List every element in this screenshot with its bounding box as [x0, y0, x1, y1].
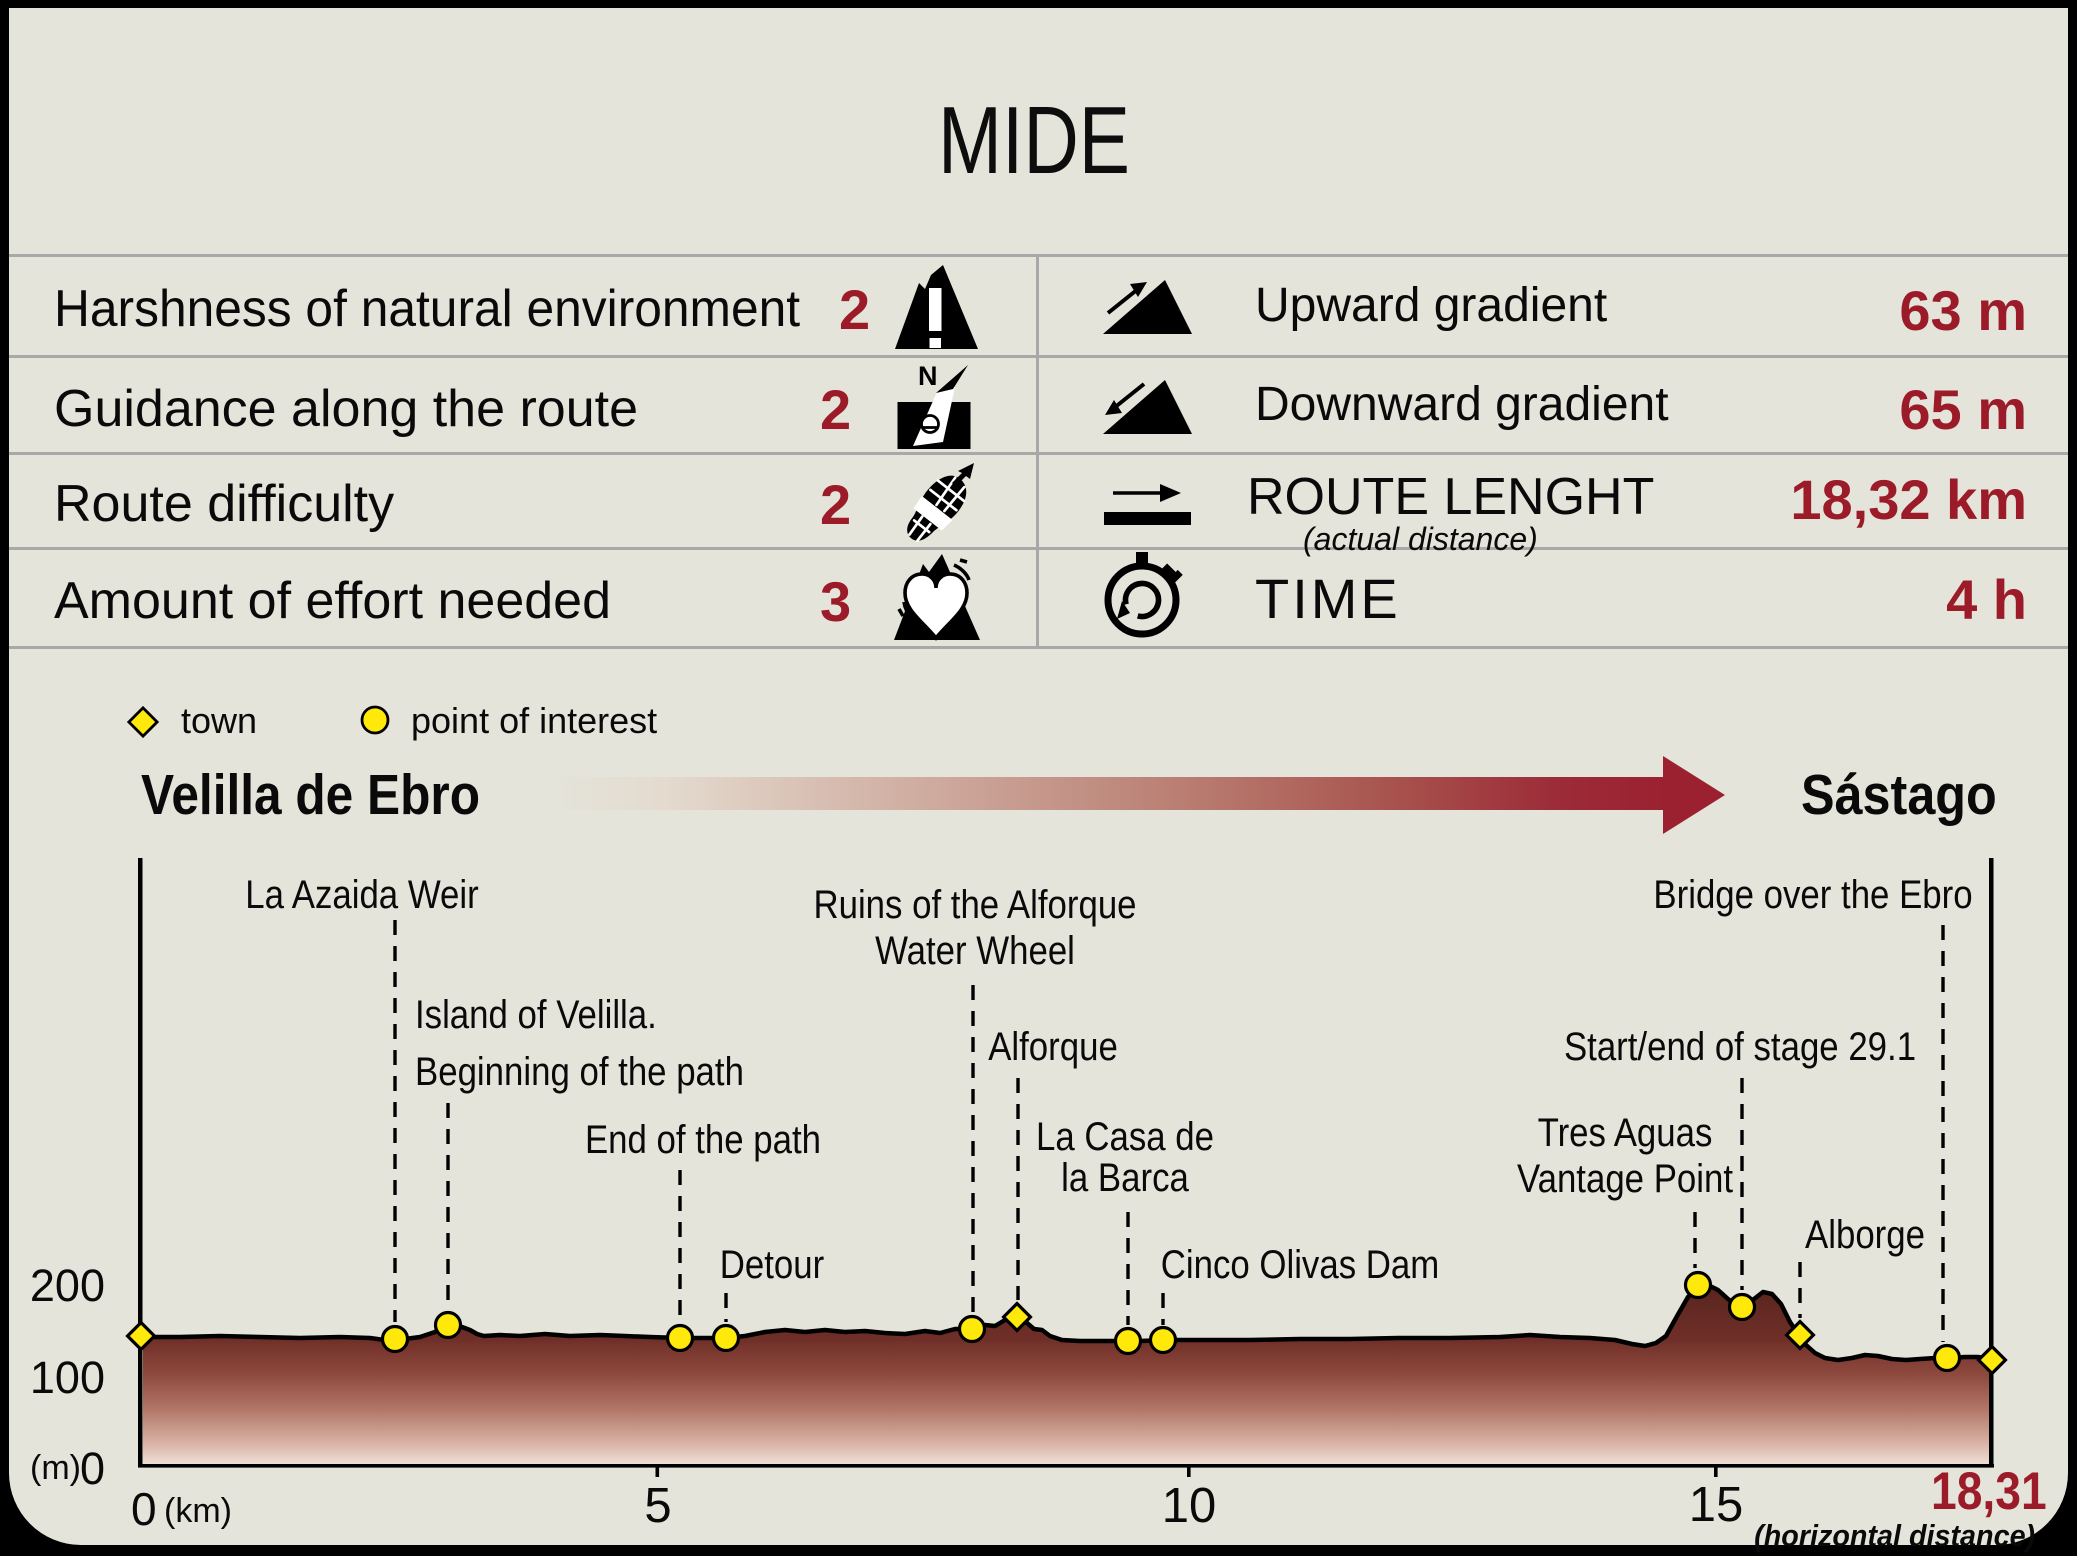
svg-text:N: N — [918, 362, 938, 391]
